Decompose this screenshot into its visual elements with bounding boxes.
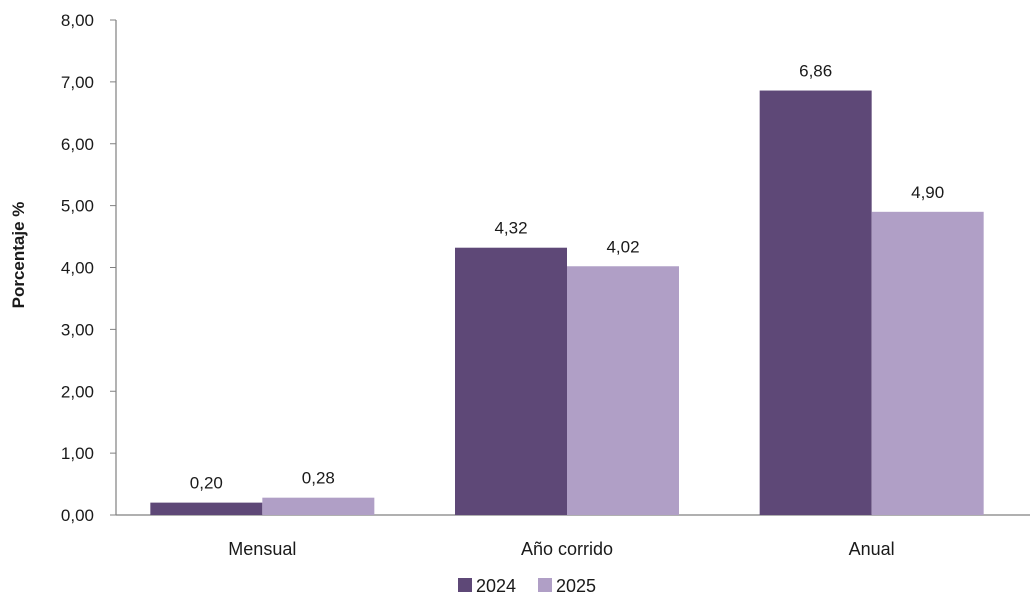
bar-2024 [150,502,263,515]
y-tick-label: 8,00 [61,11,94,30]
y-tick-label: 0,00 [61,506,94,525]
x-category-label: Año corrido [521,539,613,559]
data-label: 0,20 [190,474,223,493]
y-tick-label: 3,00 [61,320,94,339]
data-label: 0,28 [302,469,335,488]
bar-2025 [871,211,984,515]
data-label: 6,86 [799,62,832,81]
y-tick-label: 7,00 [61,73,94,92]
y-tick-label: 2,00 [61,382,94,401]
legend: 2024 2025 [458,576,596,596]
x-category-label: Anual [849,539,895,559]
bar-2024 [455,247,567,515]
legend-swatch-2025 [538,578,552,592]
x-category-label: Mensual [228,539,296,559]
data-label: 4,90 [911,183,944,202]
legend-swatch-2024 [458,578,472,592]
axes: 0,00 1,00 2,00 3,00 4,00 5,00 6,00 7,00 8,00 Mens… [61,11,1030,559]
y-tick-label: 4,00 [61,259,94,278]
data-labels: 0,20 0,28 4,32 4,02 6,86 4,90 [190,62,944,493]
bar-2025 [567,266,679,515]
y-tick-label: 6,00 [61,135,94,154]
data-label: 4,32 [494,219,527,238]
bar-2025 [262,497,375,515]
y-tick-label: 1,00 [61,444,94,463]
y-axis-title: Porcentaje % [9,202,28,309]
legend-label: 2024 [476,576,516,596]
data-label: 4,02 [606,237,639,256]
y-tick-label: 5,00 [61,197,94,216]
bar-2024 [759,90,872,515]
bars [150,90,984,515]
legend-label: 2025 [556,576,596,596]
